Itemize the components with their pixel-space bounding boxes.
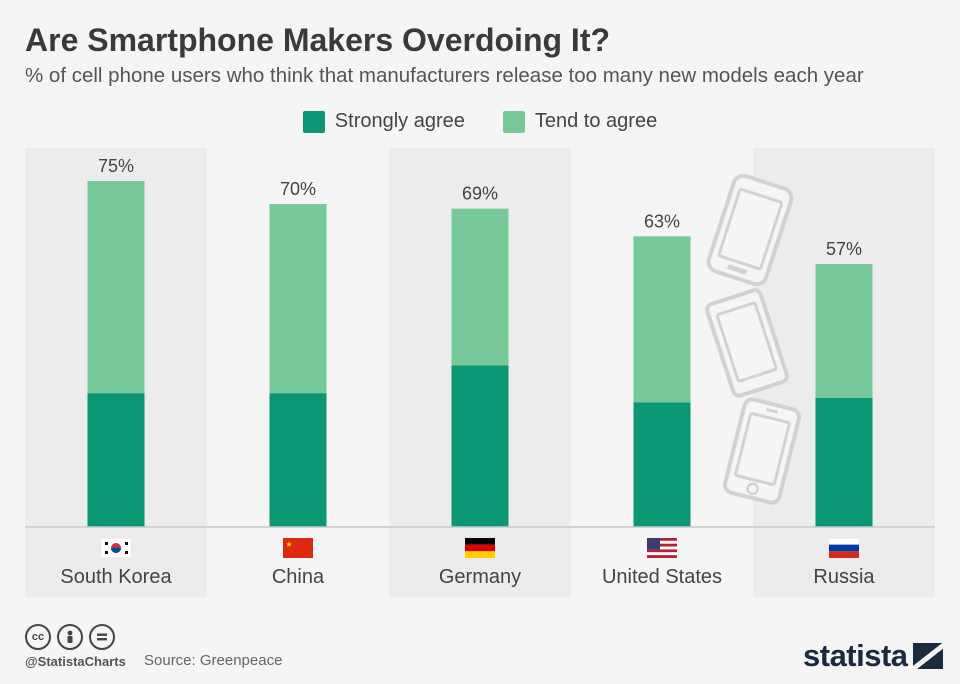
total-label: 63% bbox=[644, 211, 680, 231]
legend-item-strongly: Strongly agree bbox=[302, 110, 465, 133]
total-label: 69% bbox=[462, 184, 498, 204]
flag-star: ★ bbox=[285, 540, 292, 549]
flag-field bbox=[283, 538, 313, 558]
bar-tend-to-agree bbox=[269, 204, 327, 394]
flag-stripe bbox=[647, 543, 677, 547]
flag-emblem bbox=[111, 548, 121, 553]
flag-stripe bbox=[647, 546, 677, 550]
flag-trigram bbox=[125, 551, 128, 554]
legend-item-tend: Tend to agree bbox=[502, 110, 658, 133]
category-label: Russia bbox=[813, 566, 875, 588]
bar-tend-to-agree bbox=[87, 181, 145, 394]
smartphone-icon bbox=[706, 173, 794, 287]
category-label: China bbox=[272, 566, 325, 588]
flag-stripe bbox=[465, 544, 495, 552]
flag-stripe bbox=[465, 551, 495, 558]
flag-stripe bbox=[647, 555, 677, 558]
bar-strongly-agree bbox=[633, 402, 691, 527]
bar-strongly-agree bbox=[269, 393, 327, 527]
no-derivatives-icon bbox=[89, 624, 115, 650]
flag-trigram bbox=[105, 551, 108, 554]
flag-stripe bbox=[465, 538, 495, 545]
total-label: 57% bbox=[826, 239, 862, 259]
phone-illustrations bbox=[705, 173, 802, 505]
flag-icon bbox=[647, 538, 677, 558]
bar-tend-to-agree bbox=[815, 264, 873, 398]
flag-icon bbox=[100, 537, 132, 559]
total-label: 70% bbox=[280, 179, 316, 199]
chart-title: Are Smartphone Makers Overdoing It? bbox=[25, 22, 611, 58]
statista-logo-icon bbox=[912, 643, 943, 669]
category-label: United States bbox=[602, 566, 722, 588]
flag-canton bbox=[647, 538, 660, 550]
license-icons: cc bbox=[25, 624, 115, 650]
source-note: Source: Greenpeace bbox=[144, 652, 283, 669]
flag-icon: ★ bbox=[283, 538, 313, 558]
flag-stripe bbox=[647, 549, 677, 553]
flag-icon bbox=[465, 538, 495, 558]
bar-tend-to-agree bbox=[633, 236, 691, 403]
flag-stripe bbox=[828, 537, 860, 545]
legend-swatch-tend bbox=[502, 110, 525, 133]
smartphone-icon bbox=[722, 397, 802, 505]
flag-stripe bbox=[647, 538, 677, 541]
chart-subtitle: % of cell phone users who think that man… bbox=[25, 64, 864, 87]
creative-commons-icon: cc bbox=[25, 624, 51, 650]
legend: Strongly agree Tend to agree bbox=[0, 110, 960, 133]
bar-strongly-agree bbox=[815, 397, 873, 527]
flag-stripe bbox=[829, 551, 859, 558]
flag-trigram bbox=[125, 542, 128, 545]
statista-logo[interactable]: statista bbox=[803, 638, 943, 674]
legend-label-tend: Tend to agree bbox=[534, 110, 658, 132]
smartphone-icon bbox=[705, 288, 789, 398]
flag-trigram bbox=[105, 542, 108, 545]
statista-handle[interactable]: @StatistaCharts bbox=[25, 654, 126, 669]
attribution-icon bbox=[57, 624, 83, 650]
total-label: 75% bbox=[98, 156, 134, 176]
flag-stripe bbox=[647, 552, 677, 556]
flag-stripe bbox=[829, 544, 859, 552]
bar-strongly-agree bbox=[87, 393, 145, 527]
flag-icon bbox=[828, 537, 860, 558]
bar-tend-to-agree bbox=[451, 208, 509, 366]
flag-stripe bbox=[647, 540, 677, 544]
bar-strongly-agree bbox=[451, 365, 509, 527]
category-label: Germany bbox=[439, 566, 521, 588]
legend-label-strongly: Strongly agree bbox=[334, 110, 465, 132]
legend-swatch-strongly bbox=[302, 110, 325, 133]
statista-wordmark: statista bbox=[803, 638, 908, 673]
category-label: South Korea bbox=[60, 566, 172, 588]
